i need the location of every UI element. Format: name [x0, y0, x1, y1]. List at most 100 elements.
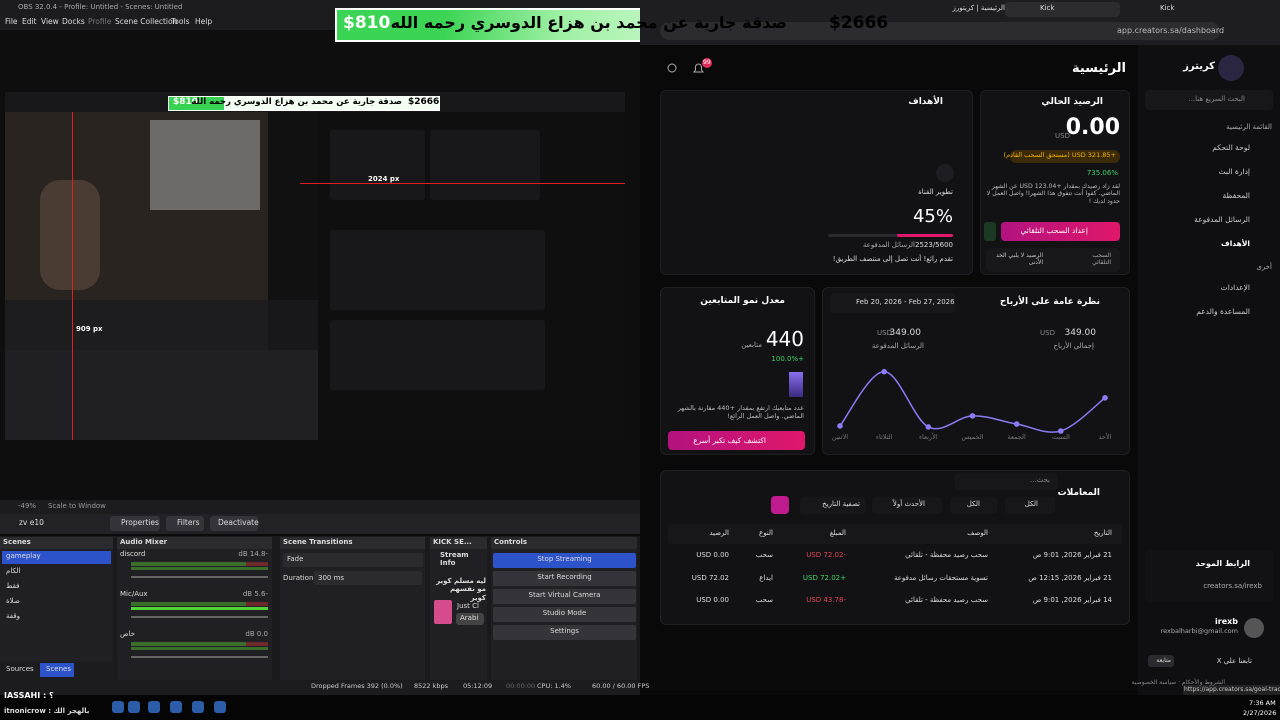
url-tooltip	[1183, 685, 1280, 695]
label: لقد زاد رصيدك بمقدار +123.04 USD عن الشه…	[986, 183, 1120, 205]
icon-button[interactable]	[771, 496, 789, 514]
fader-track	[131, 656, 268, 658]
cell: -43.78 USD	[806, 596, 846, 604]
taskbar-icon[interactable]	[128, 701, 140, 713]
date-range[interactable]	[830, 293, 955, 313]
search-box[interactable]	[1145, 90, 1273, 110]
button-label[interactable]: Filters	[177, 518, 200, 527]
control-button[interactable]	[493, 571, 636, 586]
filter[interactable]	[950, 497, 997, 514]
label: الرصيد الحالي	[1041, 97, 1103, 107]
control-label[interactable]: Start Recording	[537, 573, 592, 581]
control-button[interactable]	[493, 589, 636, 604]
goal-icon	[936, 164, 954, 182]
button-label[interactable]: Properties	[121, 518, 159, 527]
selected-scene[interactable]	[2, 551, 111, 564]
label: نظرة عامة على الأرباح	[999, 297, 1100, 307]
tab-active[interactable]	[1005, 2, 1120, 17]
primary-button[interactable]	[1001, 222, 1120, 241]
taskbar-icon[interactable]	[214, 701, 226, 713]
select-value[interactable]: Fade	[287, 555, 304, 563]
follow-button[interactable]	[1148, 655, 1174, 667]
label: خاص	[120, 630, 135, 638]
menu-item[interactable]: Edit	[22, 17, 37, 26]
nav-item[interactable]: إدارة البث	[1218, 167, 1250, 176]
menu-item[interactable]: Tools	[171, 17, 190, 26]
button[interactable]	[166, 516, 204, 531]
spinbox[interactable]	[314, 571, 422, 585]
nav-item[interactable]: المساعدة والدعم	[1196, 307, 1250, 316]
menu-item[interactable]: Scene Collection	[115, 17, 178, 26]
label: $810	[173, 97, 199, 107]
filter[interactable]	[800, 497, 866, 514]
taskbar-icon[interactable]	[112, 701, 124, 713]
nav-item[interactable]: الإعدادات	[1220, 283, 1250, 292]
filter-label[interactable]: الكل	[1024, 500, 1038, 508]
label: 2/27/2026	[1243, 709, 1277, 717]
control-label[interactable]: Start Virtual Camera	[528, 591, 601, 599]
taskbar-icon[interactable]	[192, 701, 204, 713]
menu-item[interactable]: Help	[195, 17, 213, 26]
nav-item[interactable]: الرسائل المدفوعة	[1194, 215, 1250, 224]
label: الشروط والأحكام · سياسة الخصوصية	[1131, 679, 1225, 686]
column-header: المبلغ	[829, 529, 846, 537]
scene-item[interactable]: الكام	[6, 567, 21, 575]
x-tick-label: الخميس	[961, 433, 984, 441]
label: Stream Info	[440, 551, 469, 568]
control-label[interactable]: Stop Streaming	[537, 555, 592, 563]
label: القائمة الرئيسية	[1226, 123, 1272, 131]
filter[interactable]	[1005, 497, 1055, 514]
button-label[interactable]: اكتشف كيف تكبر أسرع	[693, 436, 766, 445]
taskbar-icon[interactable]	[148, 701, 160, 713]
tab[interactable]: Sources	[6, 665, 34, 673]
nav-item[interactable]: لوحة التحكم	[1212, 143, 1250, 152]
spinbox-value[interactable]: 300 ms	[318, 574, 345, 582]
button[interactable]	[210, 516, 258, 531]
cell: +72.02 USD	[802, 573, 846, 582]
menu-item[interactable]: Docks	[62, 17, 85, 26]
taskbar-icon[interactable]	[170, 701, 182, 713]
label: 60.00 / 60.00 FPS	[592, 682, 650, 690]
nested-card	[330, 230, 545, 310]
filter-label[interactable]: الأحدث أولاً	[892, 500, 925, 508]
x-tick-label: الأربعاء	[919, 433, 938, 441]
cell: 21 فبراير 2026, 9:01 ص	[1032, 551, 1112, 559]
column-header: النوع	[759, 529, 773, 537]
menu-item[interactable]: Profile	[88, 17, 112, 26]
filter-label[interactable]: الكل	[966, 500, 980, 508]
button-label[interactable]: إعداد السحب التلقائي	[1020, 226, 1089, 235]
control-label[interactable]: Settings	[550, 627, 579, 635]
label: Feb 20, 2026 - Feb 27, 2026	[856, 298, 955, 306]
tab[interactable]: Kick	[1040, 4, 1055, 12]
label: 0.00	[1065, 115, 1120, 140]
scene-item[interactable]: فقط	[6, 582, 20, 590]
menu-item[interactable]: File	[5, 17, 18, 26]
control-button[interactable]	[493, 607, 636, 622]
label: أخرى	[1256, 263, 1272, 271]
scene-item[interactable]: وقفة	[6, 612, 21, 620]
tab[interactable]: Kick	[1160, 4, 1175, 12]
label: -5.6 dB	[242, 590, 268, 598]
button[interactable]	[110, 516, 160, 531]
tab[interactable]: Scenes	[46, 665, 71, 673]
filter[interactable]	[872, 497, 942, 514]
control-button[interactable]	[493, 625, 636, 640]
scene-item[interactable]: gameplay	[6, 552, 41, 560]
scene-item[interactable]: صلاة	[6, 597, 20, 605]
cell: 21 فبراير 2026, 12:15 ص	[1028, 573, 1112, 582]
button-label[interactable]: Deactivate	[218, 518, 259, 527]
button-label[interactable]: متابعة	[1156, 657, 1171, 664]
label: itnonicrow : بالهجر الك	[4, 707, 90, 715]
primary-button[interactable]	[668, 431, 805, 450]
control-label[interactable]: Studio Mode	[542, 609, 587, 617]
filter-label[interactable]: تصفية التاريخ	[822, 500, 860, 508]
select[interactable]	[283, 553, 423, 567]
search-box[interactable]	[955, 473, 1058, 490]
control-button[interactable]	[493, 553, 636, 568]
tab[interactable]: الرئيسية | كريتورز	[952, 4, 1005, 12]
label: KICK SE...	[433, 538, 472, 546]
menu-item[interactable]: View	[41, 17, 59, 26]
label: rexbalharbi@gmail.com	[1160, 627, 1238, 635]
nav-item[interactable]: الأهداف	[1221, 239, 1250, 248]
nav-item[interactable]: المحفظة	[1222, 191, 1250, 200]
